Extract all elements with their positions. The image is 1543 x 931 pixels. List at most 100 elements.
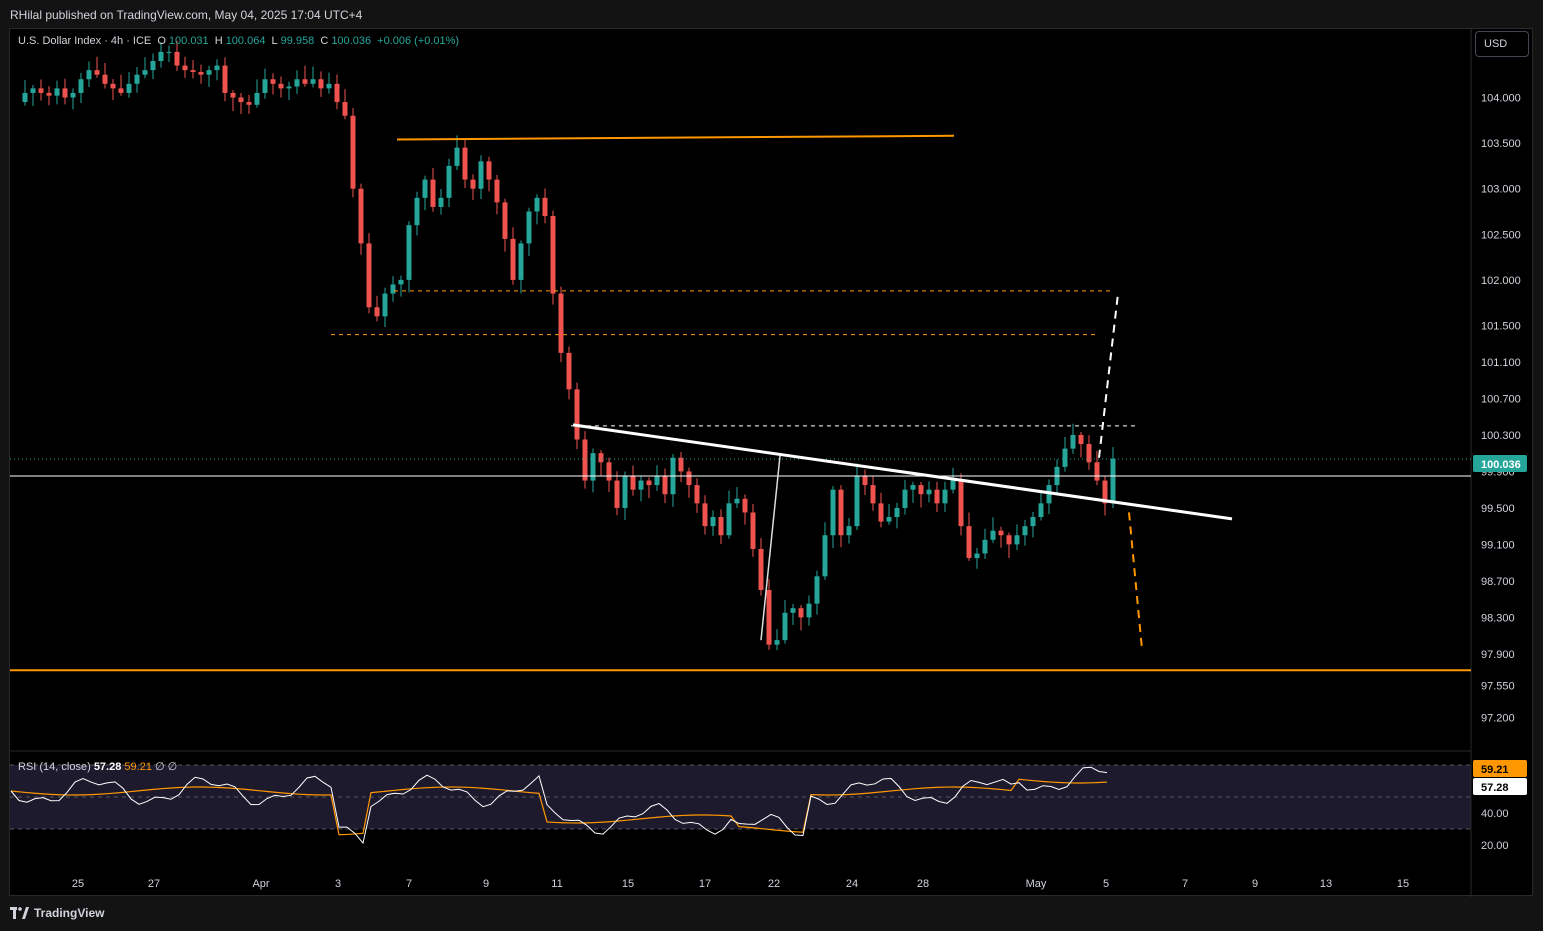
candle-body (734, 498, 740, 504)
time-axis-label: 15 (1397, 878, 1409, 890)
candle-body (390, 284, 396, 294)
candle-body (334, 83, 340, 103)
candle-body (526, 211, 532, 244)
candle-body (198, 71, 204, 75)
candle-body (1094, 462, 1100, 481)
candle-body (950, 480, 956, 490)
candle-body (342, 102, 348, 116)
candle-body (318, 79, 324, 89)
price-chart[interactable]: 104.000 103.500 103.000 102.500 102.000 101.5… (10, 29, 1534, 897)
candle-body (382, 293, 388, 317)
low-label: L (271, 35, 278, 47)
candle-body (262, 79, 268, 93)
candle-body (614, 480, 620, 508)
candle-body (558, 293, 564, 353)
candle-body (894, 507, 900, 518)
candle-body (374, 307, 380, 317)
rsi-line (10, 766, 1108, 845)
candle-body (294, 79, 300, 87)
time-axis-label: 17 (699, 878, 711, 890)
candle-body (502, 202, 508, 239)
candle-body (982, 539, 988, 554)
time-axis-label: 24 (846, 878, 858, 890)
currency-button[interactable]: USD (1475, 31, 1529, 57)
candle-body (1078, 434, 1084, 445)
price-axis-label: 100.300 (1481, 430, 1521, 442)
symbol-label[interactable]: U.S. Dollar Index · 4h · ICE (18, 35, 152, 47)
candle-body (638, 480, 644, 490)
candle-body (870, 485, 876, 504)
candle-body (1102, 480, 1108, 504)
open-label: O (157, 35, 166, 47)
price-axis-label: 99.100 (1481, 539, 1515, 551)
rsi-value-badge-bg (1473, 778, 1527, 795)
candle-body (878, 503, 884, 522)
rsi-ma-badge: 59.21 (1481, 764, 1509, 776)
candle-body (166, 51, 172, 53)
candle-body (1006, 535, 1012, 545)
time-axis-label: 3 (335, 878, 341, 890)
candle-body (350, 115, 356, 189)
low-value: 99.958 (280, 35, 315, 47)
candle-body (646, 480, 652, 486)
time-axis-label: 13 (1320, 878, 1332, 890)
rsi-label[interactable]: RSI (14, close) (18, 761, 91, 773)
candle-body (654, 475, 660, 486)
candle-body (102, 74, 108, 84)
candle-body (286, 86, 292, 89)
price-axis-label: 98.700 (1481, 576, 1515, 588)
candle-body (254, 92, 260, 105)
candle-body (446, 165, 452, 198)
candle-body (230, 92, 236, 98)
close-value: 100.036 (331, 35, 372, 47)
candle-body (846, 526, 852, 536)
high-value: 100.064 (225, 35, 266, 47)
candle-body (806, 603, 812, 618)
price-axis-label: 97.900 (1481, 649, 1515, 661)
candle-body (990, 530, 996, 540)
candle-body (710, 517, 716, 527)
tradingview-logo-icon (10, 907, 29, 919)
candle-body (582, 439, 588, 481)
candle-body (1022, 526, 1028, 536)
resistance-line (396, 134, 955, 141)
price-axis-label: 102.000 (1481, 275, 1521, 287)
candle-body (214, 65, 220, 71)
candle-body (470, 179, 476, 189)
candle-body (70, 92, 76, 98)
time-axis-label: 5 (1103, 878, 1109, 890)
candle-body (118, 88, 124, 93)
candle-body (998, 530, 1004, 536)
price-axis-label: 100.700 (1481, 393, 1521, 405)
candle-body (174, 51, 180, 66)
candle-body (478, 161, 484, 189)
candle-body (574, 389, 580, 440)
candle-body (150, 61, 156, 71)
time-axis-label: 27 (148, 878, 160, 890)
candle-body (1086, 444, 1092, 463)
candle-body (206, 70, 212, 75)
candle-body (758, 548, 764, 590)
candle-body (438, 197, 444, 207)
price-axis-label: 101.500 (1481, 321, 1521, 333)
candle-body (702, 503, 708, 527)
time-axis-label: 9 (1252, 878, 1258, 890)
time-axis-label: 11 (551, 878, 562, 890)
candle-body (454, 147, 460, 166)
tradingview-logo[interactable]: TradingView (10, 906, 104, 920)
candle-body (422, 179, 428, 198)
close-label: C (320, 35, 329, 47)
candle-body (54, 88, 60, 96)
chart-frame[interactable]: 104.000 103.500 103.000 102.500 102.000 101.5… (9, 28, 1534, 897)
candle-body (598, 453, 604, 463)
candle-body (798, 608, 804, 618)
candle-body (974, 553, 980, 559)
candle-body (886, 517, 892, 522)
candle-body (966, 526, 972, 559)
candle-body (30, 88, 36, 93)
measure-line (760, 455, 781, 641)
price-axis-label: 97.200 (1481, 713, 1515, 725)
candle-body (822, 535, 828, 577)
candle-body (550, 216, 556, 294)
candle-body (934, 489, 940, 504)
